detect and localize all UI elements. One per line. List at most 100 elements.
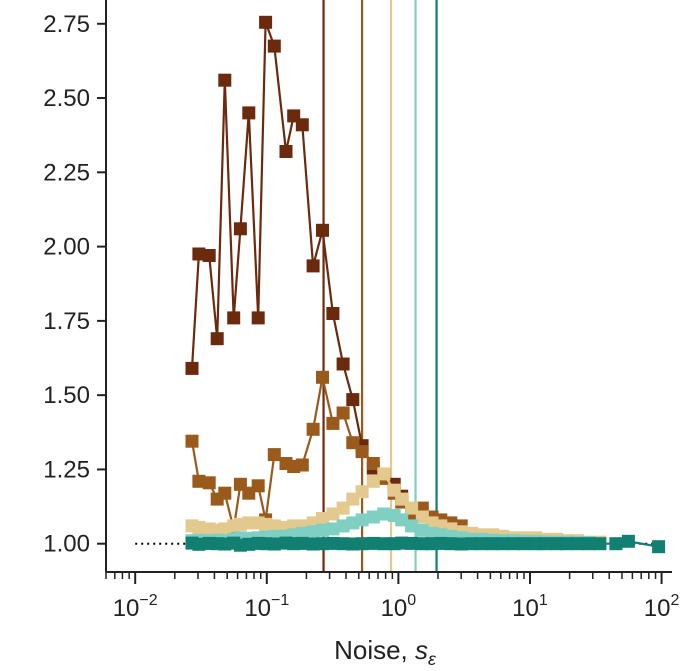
series-4-point <box>366 510 380 524</box>
series-5-point <box>444 537 458 551</box>
series-2-point <box>251 479 265 493</box>
y-axis: 1.00 1.25 1.50 1.75 2.00 2.25 2.50 2.75 <box>43 0 107 572</box>
series-2-point <box>306 422 320 436</box>
series-1-point <box>267 39 281 53</box>
series-2-point <box>336 406 350 420</box>
series-3-point <box>395 492 409 506</box>
series-1-line <box>190 21 403 497</box>
series-3-point <box>355 485 369 499</box>
series-2-point <box>355 445 369 459</box>
series-1-point <box>227 311 241 325</box>
series-2-point <box>218 486 232 500</box>
series-1-point <box>210 332 224 346</box>
y-tick-label: 1.75 <box>43 308 90 335</box>
series-5-point <box>326 536 340 550</box>
series-5-point <box>593 537 607 551</box>
x-axis: 10−2 10−1 100 101 102 <box>105 571 680 622</box>
y-tick-label: 1.25 <box>43 456 90 483</box>
series-4-point <box>326 522 340 536</box>
series-1-point <box>233 222 247 236</box>
series-5-point <box>355 537 369 551</box>
series-5-point <box>454 537 468 551</box>
x-axis-label-subscript: ε <box>428 649 437 669</box>
series-2-point <box>267 448 281 462</box>
series-5-point <box>538 537 552 551</box>
series-5 <box>185 534 666 554</box>
series-5-point <box>560 537 574 551</box>
series-5-point <box>377 537 391 551</box>
series-5-point <box>486 537 500 551</box>
series-5-point <box>267 537 281 551</box>
series-2-point <box>326 416 340 430</box>
y-tick-label: 2.50 <box>43 85 90 112</box>
series-3-point <box>326 507 340 521</box>
series-1-point <box>346 393 360 407</box>
x-tick-label: 10−2 <box>113 592 158 622</box>
series-5-point <box>316 537 329 551</box>
series-1-point <box>326 307 340 320</box>
x-tick-label: 101 <box>512 592 548 622</box>
series-2-point <box>366 457 380 470</box>
series-5-point <box>652 540 666 554</box>
series-3-point <box>267 519 281 533</box>
series-2-point <box>185 434 199 448</box>
y-tick-label: 1.00 <box>43 531 90 558</box>
series-1-point <box>336 357 350 371</box>
series-5-point <box>621 534 635 548</box>
series-5-point <box>550 537 564 551</box>
x-axis-label: Noise, sε <box>334 635 437 669</box>
series-4-point <box>405 519 419 533</box>
series-1-point <box>192 247 206 261</box>
series-2-point <box>295 458 309 472</box>
series-5-point <box>192 537 206 551</box>
y-tick-label: 2.00 <box>43 234 90 261</box>
x-axis-label-symbol: s <box>415 635 428 665</box>
series-5-point <box>517 537 531 551</box>
series-2-point <box>192 474 206 488</box>
series-1-point <box>251 311 265 325</box>
series-4-point <box>377 507 391 521</box>
y-tick-label: 1.50 <box>43 382 90 409</box>
series-5-point <box>475 537 489 551</box>
series-3-point <box>405 501 419 515</box>
series-1-point <box>316 223 329 237</box>
series-5-point <box>405 536 419 550</box>
series-5-point <box>295 536 309 550</box>
x-tick-label: 102 <box>644 592 680 622</box>
series-5-point <box>507 537 520 551</box>
x-axis-label-text: Noise, <box>334 635 415 665</box>
x-tick-label: 100 <box>381 592 417 622</box>
series-4-point <box>395 513 409 527</box>
series-1-point <box>306 259 320 273</box>
series-3-point <box>316 512 329 525</box>
series-1-point <box>202 249 216 262</box>
series-layer <box>185 15 666 554</box>
x-tick-label: 10−1 <box>244 592 289 622</box>
series-4-point <box>316 523 329 537</box>
series-5-point <box>434 536 448 550</box>
series-2 <box>185 370 468 536</box>
series-2-point <box>316 370 329 384</box>
series-1-point <box>242 106 256 120</box>
series-5-point <box>582 537 596 551</box>
series-1 <box>185 15 409 503</box>
threshold-lines <box>322 0 438 572</box>
series-5-point <box>609 537 623 551</box>
series-1-point <box>185 361 199 375</box>
y-tick-label: 2.75 <box>43 11 90 38</box>
series-4-point <box>355 513 369 527</box>
series-5-point <box>395 536 409 550</box>
series-2-point <box>202 476 216 490</box>
series-3-point <box>377 467 391 481</box>
series-5-point <box>465 537 479 551</box>
series-5-point <box>571 537 585 551</box>
series-5-point <box>496 537 510 551</box>
series-5-point <box>366 536 380 550</box>
series-1-point <box>218 73 232 87</box>
series-1-point <box>259 15 273 29</box>
series-3-point <box>366 474 380 488</box>
y-tick-label: 2.25 <box>43 159 90 186</box>
series-4-point <box>295 526 309 540</box>
series-3-point <box>192 520 206 534</box>
